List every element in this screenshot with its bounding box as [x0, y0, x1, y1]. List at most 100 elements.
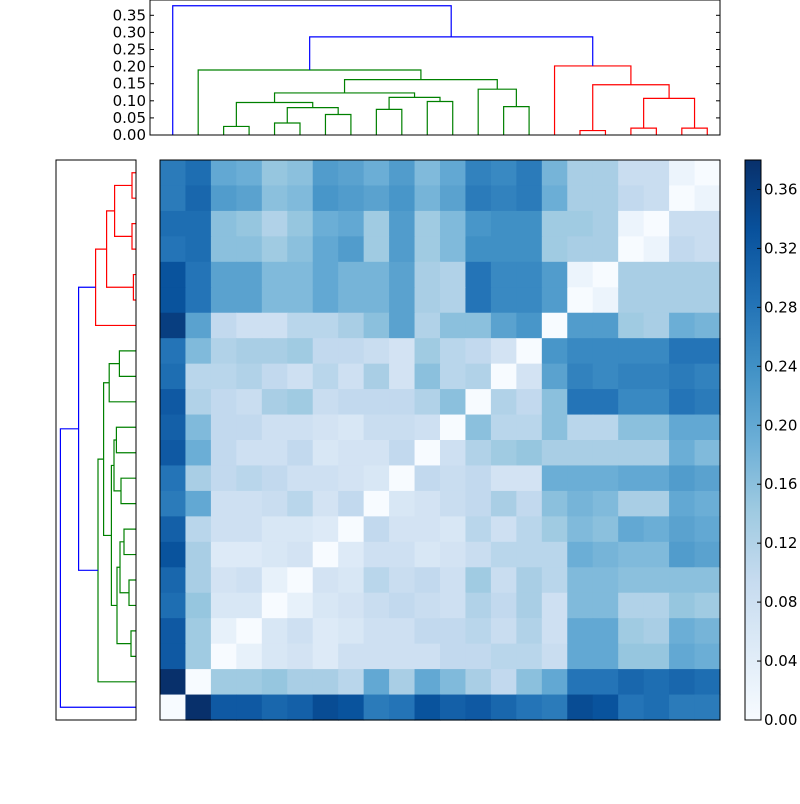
heatmap-cell: [643, 363, 670, 390]
heatmap-cell: [185, 160, 212, 187]
heatmap-cell: [261, 643, 288, 670]
heatmap-cell: [287, 185, 314, 212]
heatmap-cell: [363, 643, 390, 670]
heatmap-cell: [669, 363, 696, 390]
top-dendrogram-link: [477, 88, 517, 135]
top-y-tick-label: 0.05: [113, 109, 146, 127]
heatmap-cell: [338, 160, 365, 187]
heatmap-cell: [618, 541, 645, 568]
heatmap-cell: [312, 414, 339, 441]
heatmap-cell: [389, 338, 416, 365]
heatmap-cell: [669, 389, 696, 416]
heatmap-cell: [643, 694, 670, 721]
heatmap-cell: [490, 541, 517, 568]
heatmap-cell: [643, 414, 670, 441]
heatmap-cell: [414, 541, 441, 568]
heatmap-cell: [592, 669, 619, 696]
heatmap-cell: [567, 669, 594, 696]
heatmap-cell: [338, 592, 365, 619]
heatmap-cell: [592, 389, 619, 416]
heatmap-cell: [643, 618, 670, 645]
heatmap-cell: [618, 312, 645, 339]
heatmap-cell: [669, 669, 696, 696]
heatmap-cell: [236, 669, 263, 696]
heatmap-cell: [516, 287, 543, 314]
heatmap-cell: [618, 414, 645, 441]
heatmap-cell: [160, 312, 187, 339]
heatmap-cell: [363, 363, 390, 390]
heatmap-cell: [567, 287, 594, 314]
heatmap-cell: [338, 261, 365, 288]
heatmap-cell: [490, 567, 517, 594]
heatmap-cell: [567, 490, 594, 517]
heatmap-cell: [389, 694, 416, 721]
left-dendrogram-link: [120, 477, 136, 505]
heatmap-cell: [338, 465, 365, 492]
heatmap-cell: [490, 236, 517, 263]
heatmap-cell: [160, 261, 187, 288]
heatmap-cell: [389, 414, 416, 441]
heatmap-cell: [185, 210, 212, 237]
heatmap-cell: [618, 516, 645, 543]
top-dendrogram-y-axis: 0.000.050.100.150.200.250.300.35: [113, 6, 720, 144]
heatmap-cell: [618, 338, 645, 365]
top-dendrogram-link: [286, 107, 339, 124]
heatmap-cell: [261, 541, 288, 568]
heatmap-cell: [261, 592, 288, 619]
heatmap-cell: [643, 669, 670, 696]
heatmap-cell: [592, 694, 619, 721]
heatmap-cell: [338, 490, 365, 517]
heatmap-cell: [694, 643, 721, 670]
left-dendrogram-link: [102, 382, 112, 537]
heatmap-cell: [567, 618, 594, 645]
heatmap-cell: [414, 312, 441, 339]
heatmap-cell: [465, 363, 492, 390]
heatmap-cell: [389, 592, 416, 619]
left-dendrogram-link: [130, 630, 136, 657]
colorbar-tick-label: 0.36: [764, 180, 797, 198]
heatmap-cell: [261, 210, 288, 237]
heatmap-cell: [643, 592, 670, 619]
heatmap-cell: [261, 338, 288, 365]
heatmap-cell: [669, 618, 696, 645]
left-dendrogram-link: [131, 172, 136, 199]
heatmap-cell: [592, 312, 619, 339]
heatmap-cell: [694, 618, 721, 645]
heatmap-cell: [567, 363, 594, 390]
heatmap-cell: [567, 592, 594, 619]
heatmap-cell: [414, 694, 441, 721]
heatmap-cell: [694, 414, 721, 441]
heatmap-cell: [389, 210, 416, 237]
heatmap-cell: [465, 490, 492, 517]
heatmap-cell: [592, 567, 619, 594]
heatmap-cell: [592, 236, 619, 263]
heatmap-cell: [210, 618, 237, 645]
left-dendrogram: [55, 159, 137, 721]
heatmap-cell: [160, 440, 187, 467]
heatmap-cell: [210, 592, 237, 619]
top-y-tick-label: 0.35: [113, 6, 146, 24]
heatmap: [159, 159, 721, 721]
heatmap-cell: [440, 236, 467, 263]
heatmap-cell: [490, 618, 517, 645]
heatmap-cell: [160, 490, 187, 517]
heatmap-cell: [210, 287, 237, 314]
heatmap-cell: [541, 516, 568, 543]
heatmap-cell: [236, 312, 263, 339]
left-dendrogram-links: [59, 172, 136, 708]
heatmap-cell: [312, 287, 339, 314]
heatmap-cell: [516, 516, 543, 543]
heatmap-cell: [567, 440, 594, 467]
heatmap-cell: [261, 363, 288, 390]
heatmap-cell: [516, 592, 543, 619]
heatmap-cell: [541, 363, 568, 390]
heatmap-cell: [363, 261, 390, 288]
heatmap-cell: [363, 490, 390, 517]
heatmap-cell: [669, 465, 696, 492]
heatmap-cell: [440, 312, 467, 339]
heatmap-cell: [312, 592, 339, 619]
heatmap-cell: [541, 490, 568, 517]
heatmap-cell: [236, 440, 263, 467]
heatmap-cell: [338, 567, 365, 594]
heatmap-cell: [210, 465, 237, 492]
